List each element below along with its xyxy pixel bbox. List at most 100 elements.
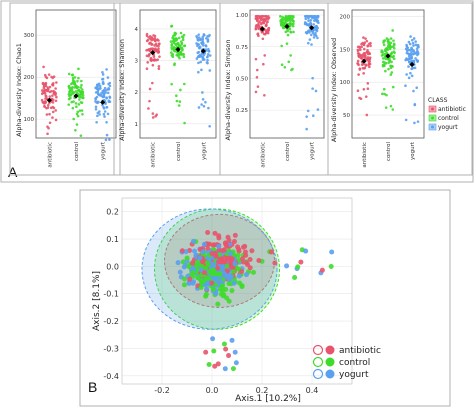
data-point-control (388, 59, 391, 63)
data-point-antibiotic (358, 45, 361, 49)
x-tick-label: yogurt (410, 141, 416, 160)
pcoa-point-antibiotic (319, 267, 325, 273)
pcoa-point-antibiotic (212, 363, 218, 369)
data-point-control (74, 128, 77, 132)
pcoa-point-antibiotic (201, 270, 207, 276)
pcoa-point-antibiotic (216, 235, 222, 241)
data-point-control (78, 109, 82, 112)
plot-border (249, 9, 325, 139)
data-point-control (175, 99, 179, 103)
data-point-yogurt (104, 102, 107, 106)
data-point-antibiotic (147, 107, 150, 110)
data-point-control (179, 31, 183, 35)
data-point-antibiotic (155, 113, 159, 116)
pcoa-point-antibiotic (242, 249, 248, 255)
data-point-control (77, 76, 80, 80)
pcoa-point-control (199, 263, 205, 269)
data-point-control (179, 88, 182, 92)
pcoa-point-control (226, 298, 232, 304)
data-point-yogurt (101, 77, 105, 81)
data-point-antibiotic (366, 87, 370, 91)
data-point-yogurt (98, 110, 101, 113)
data-point-antibiotic (364, 63, 368, 66)
data-point-yogurt (206, 39, 210, 43)
pcoa-point-control (210, 286, 216, 292)
data-point-yogurt (407, 40, 411, 44)
data-point-control (170, 47, 174, 51)
data-point-yogurt (404, 84, 407, 88)
data-point-control (175, 38, 179, 41)
data-point-yogurt (305, 115, 308, 118)
pcoa-legend: antibiotic control yogurt (312, 344, 381, 380)
data-point-antibiotic (43, 105, 46, 109)
data-point-antibiotic (367, 61, 371, 65)
data-point-control (76, 92, 79, 95)
data-point-yogurt (314, 34, 318, 38)
data-point-yogurt (108, 96, 112, 99)
data-point-antibiotic (149, 59, 153, 62)
data-point-yogurt (197, 39, 200, 42)
data-point-antibiotic (363, 52, 367, 55)
data-point-antibiotic (256, 85, 260, 88)
data-point-yogurt (201, 97, 205, 101)
pcoa-point-control (182, 276, 188, 282)
data-point-antibiotic (42, 102, 46, 105)
data-point-antibiotic (147, 54, 150, 58)
legend-dot-antibiotic (431, 107, 434, 111)
data-point-control (79, 90, 82, 94)
data-point-yogurt (313, 19, 316, 22)
data-point-antibiotic (46, 125, 49, 129)
data-point-control (177, 43, 181, 47)
data-point-yogurt (311, 76, 314, 80)
data-point-yogurt (405, 43, 408, 47)
data-point-antibiotic (145, 67, 149, 71)
data-point-antibiotic (363, 54, 367, 57)
data-point-yogurt (202, 33, 206, 36)
data-point-control (279, 15, 282, 18)
data-point-yogurt (415, 47, 419, 50)
data-point-control (79, 86, 82, 89)
data-point-antibiotic (262, 62, 265, 66)
data-point-antibiotic (40, 89, 44, 92)
panel-b: B -0.2 0.0 0.2 0.4 -0.4 -0.3 -0.2 -0.1 0.0 0.1 0.2… (79, 189, 451, 407)
data-point-yogurt (196, 44, 199, 48)
y-tick-label: -0.4 (103, 372, 119, 381)
data-point-control (180, 46, 184, 49)
data-point-control (71, 76, 75, 80)
pcoa-point-yogurt (190, 279, 196, 285)
pcoa-point-yogurt (175, 260, 181, 266)
alpha-plot-shannon-ylabel: Alpha-diversity Index: Shannon (118, 39, 126, 141)
data-point-yogurt (316, 36, 319, 40)
data-point-antibiotic (46, 88, 50, 91)
data-point-control (391, 108, 395, 111)
data-point-control (181, 48, 184, 52)
legend-ellipse-key-control (312, 356, 324, 368)
y-tick-label: 1 (135, 122, 139, 128)
data-point-control (182, 33, 186, 37)
pcoa-point-antibiotic (229, 256, 235, 262)
alpha-plot-simpson-ylabel: Alpha-diversity Index: Simpson (224, 40, 232, 141)
data-point-control (79, 93, 83, 97)
pcoa-point-antibiotic (268, 249, 274, 255)
data-point-yogurt (98, 84, 102, 88)
data-point-control (282, 21, 285, 25)
data-point-control (80, 79, 83, 83)
x-tick-label: antibiotic (151, 142, 157, 168)
data-point-antibiotic (149, 41, 152, 45)
data-point-control (177, 53, 180, 56)
pcoa-point-control (226, 281, 232, 287)
data-point-yogurt (407, 60, 411, 64)
data-point-yogurt (410, 50, 413, 54)
data-point-antibiotic (148, 87, 152, 91)
data-point-antibiotic (257, 21, 260, 25)
data-point-yogurt (410, 46, 413, 50)
data-point-antibiotic (358, 68, 362, 71)
data-point-yogurt (309, 22, 313, 26)
panel-b-frame (79, 189, 451, 407)
pcoa-point-control (206, 361, 212, 367)
data-point-yogurt (407, 65, 410, 68)
data-point-yogurt (201, 56, 205, 59)
data-point-yogurt (96, 114, 99, 118)
data-point-antibiotic (369, 44, 372, 48)
pcoa-point-control (230, 269, 236, 275)
